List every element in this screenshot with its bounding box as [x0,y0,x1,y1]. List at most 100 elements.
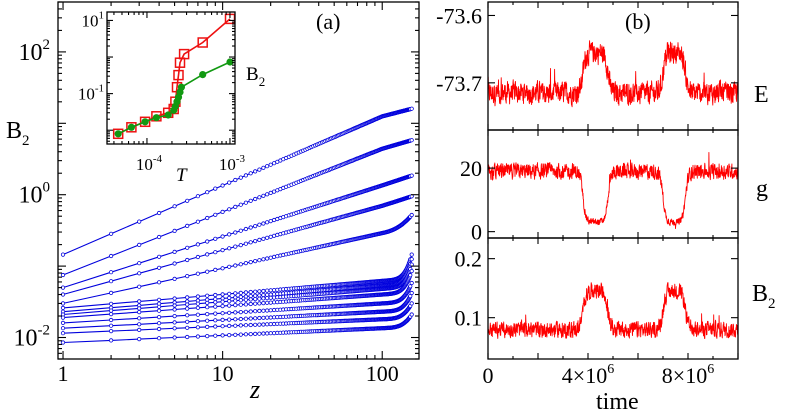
data-point [137,299,142,304]
data-point [195,271,200,276]
data-point [253,331,258,336]
panel-b-y-tick-label: -73.7 [436,71,482,96]
data-point [157,326,162,332]
data-point [233,244,238,249]
data-point [220,209,225,214]
data-point [257,258,262,263]
data-point [213,186,218,191]
data-point [264,235,270,240]
x-tick-label: 100 [366,361,399,386]
data-point [137,261,142,266]
time-series-1 [487,40,739,108]
series-curve-3 [60,173,414,290]
data-point [213,324,218,329]
data-point [409,252,414,257]
inset-marker-square [139,116,151,128]
data-point [243,302,248,307]
panel-b-y-tick-label: -73.6 [436,3,482,28]
data-point [238,294,243,299]
data-point [261,193,266,198]
data-point [261,288,266,294]
data-point [409,138,414,143]
data-point [268,292,273,297]
data-point [264,300,270,305]
data-point [243,309,248,314]
data-point [233,302,238,308]
data-point [253,293,258,298]
inset-x-tick-label: 10-3 [219,153,246,174]
data-point [205,300,210,305]
inset-marker-square [197,37,208,48]
series-curve-4 [60,194,414,297]
data-point [233,323,238,328]
data-point [227,246,232,251]
data-point [253,316,258,321]
data-point [213,267,218,272]
data-point [185,257,190,263]
data-point [220,248,225,253]
inset-marker-circle [114,130,122,138]
data-point [233,263,238,268]
data-point [264,292,270,297]
data-point [268,255,273,260]
data-point [185,198,190,203]
data-point [261,221,266,226]
data-point [220,324,225,329]
data-point [137,284,142,289]
data-point [172,313,177,319]
data-point [213,318,218,323]
data-point [60,315,66,320]
data-point [409,312,414,317]
data-point [172,249,177,254]
data-point [172,307,177,312]
data-point [137,327,142,332]
data-point [137,336,142,342]
inset-marker-circle [141,118,149,126]
data-point [185,306,190,311]
data-point [220,311,225,316]
data-point [264,164,270,169]
data-point [243,241,248,246]
data-point [409,173,414,178]
data-point [220,299,225,304]
data-point [185,245,190,250]
data-point [233,317,238,322]
series-curve-8 [60,262,414,317]
panel-b-frame-b2 [487,237,739,360]
data-point [137,271,142,276]
inset-marker-circle [226,58,234,66]
data-point [205,305,210,310]
inset-plot-area [112,13,236,140]
data-point [264,288,270,293]
data-point [205,311,210,317]
data-point [137,322,142,327]
data-point [243,173,248,178]
data-point [205,333,210,339]
data-point [243,294,248,299]
data-point [253,239,258,244]
time-series-3 [487,282,739,340]
data-point [137,306,142,311]
data-point [195,242,200,247]
data-point [213,311,218,316]
data-point [253,169,258,174]
data-point [261,308,266,313]
panel-a-frame [57,1,420,360]
data-point [227,264,232,269]
inset-xlabel: T [176,165,188,186]
data-point [264,322,270,327]
data-point [172,320,177,325]
series-curve-6 [60,252,414,310]
inset-series-2 [114,58,234,138]
data-point [195,334,200,339]
series-curve-13 [60,312,414,345]
data-point [264,315,270,320]
data-point [233,310,238,315]
data-point [253,301,258,306]
data-point [185,319,190,324]
data-point [109,290,114,295]
data-point [213,292,218,298]
data-point [264,331,270,336]
